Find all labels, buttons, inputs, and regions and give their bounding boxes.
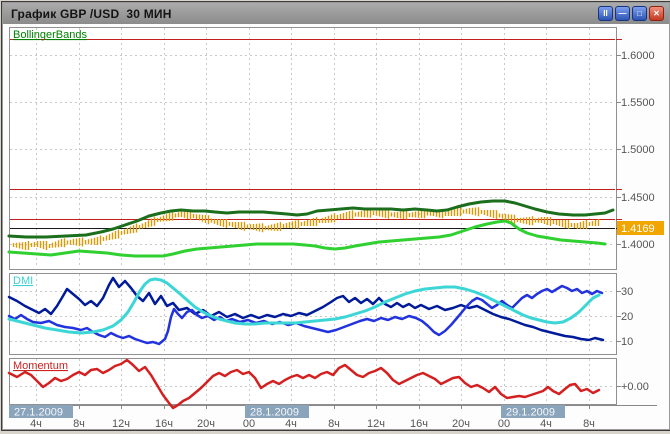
time-axis-label: 20ч — [197, 418, 215, 429]
bollinger-upper-band — [7, 199, 615, 239]
momentum-line — [7, 358, 601, 410]
date-badge — [245, 405, 309, 418]
y-axis-label: 1.5000 — [621, 144, 655, 156]
y-axis-label: 20 — [621, 311, 633, 323]
time-axis-label: 4ч — [540, 418, 552, 429]
date-badge-label: 27.1.2009 — [14, 407, 63, 419]
time-axis-label: 00 — [498, 418, 510, 429]
current-price-tag — [617, 221, 664, 235]
indicator-label-momentum[interactable]: Momentum — [13, 360, 68, 372]
close-button[interactable]: ✕ — [649, 6, 664, 21]
indicator-label-dmi[interactable]: DMI — [13, 275, 33, 287]
y-axis-label: 10 — [621, 336, 633, 348]
window-buttons: II — □ ✕ — [598, 6, 664, 21]
chart-canvas[interactable]: 1.6000 1.5500 1.5000 1.4500 1.4000 30 20 10 +0.0… — [3, 24, 669, 430]
y-axis-label: 1.4000 — [621, 239, 655, 251]
dmi-cyan-line — [7, 277, 601, 335]
minimize-button[interactable]: — — [615, 6, 630, 21]
date-badge-label: 29.1.2009 — [506, 407, 555, 419]
time-axis-label: 00 — [243, 418, 255, 429]
indicator-label-bollingerbands[interactable]: BollingerBands — [13, 29, 87, 41]
y-axis-label: 1.4500 — [621, 192, 655, 204]
window-title: График GBP /USD 30 МИН — [11, 6, 172, 21]
maximize-button[interactable]: □ — [632, 6, 647, 21]
time-axis-label: 8ч — [583, 418, 595, 429]
panel-dmi[interactable] — [9, 273, 617, 355]
bollinger-lower-band — [7, 219, 607, 258]
pause-button[interactable]: II — [598, 6, 613, 21]
titlebar[interactable]: График GBP /USD 30 МИН II — □ ✕ — [3, 3, 669, 25]
y-axis-label: 1.6000 — [621, 50, 655, 62]
time-axis-label: 12ч — [367, 418, 385, 429]
time-axis-label: 4ч — [30, 418, 42, 429]
date-badge — [501, 405, 565, 418]
time-axis-label: 16ч — [155, 418, 173, 429]
time-axis-label: 20ч — [452, 418, 470, 429]
y-axis-label: 1.5500 — [621, 97, 655, 109]
time-axis-label: 12ч — [112, 418, 130, 429]
current-price-value: 1.4169 — [621, 223, 655, 235]
date-badge — [9, 405, 73, 418]
price-bars — [12, 207, 600, 250]
y-axis-label: +0.00 — [621, 381, 649, 393]
time-axis-label: 4ч — [285, 418, 297, 429]
y-axis-label: 30 — [621, 286, 633, 298]
dmi-blue-line — [7, 284, 604, 346]
time-axis-label: 8ч — [328, 418, 340, 429]
chart-area: 1.6000 1.5500 1.5000 1.4500 1.4000 30 20 10 +0.0… — [3, 24, 669, 430]
time-axis-label: 16ч — [410, 418, 428, 429]
time-axis-label: 8ч — [73, 418, 85, 429]
dmi-navy-line — [7, 276, 605, 342]
date-badge-label: 28.1.2009 — [250, 407, 299, 419]
